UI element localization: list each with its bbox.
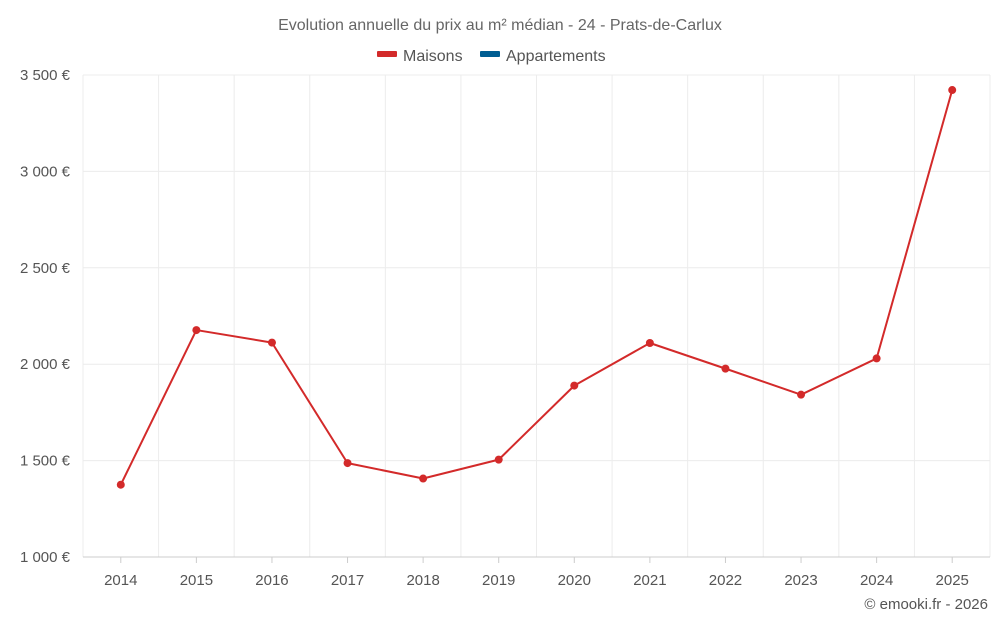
x-tick-label: 2018 xyxy=(406,572,439,589)
y-tick-label: 1 500 € xyxy=(20,453,71,470)
x-axis: 2014 2015 2016 2017 2018 2019 2020 2021 2022 2023… xyxy=(83,556,990,589)
data-point-maisons-2022[interactable] xyxy=(721,364,730,373)
chart-title: Evolution annuelle du prix au m² médian … xyxy=(278,17,722,34)
credit-text: © emooki.fr - 2026 xyxy=(864,596,988,613)
data-point-maisons-2015[interactable] xyxy=(192,326,201,335)
x-tick-label: 2023 xyxy=(784,572,817,589)
y-tick-label: 2 500 € xyxy=(20,260,71,277)
data-point-maisons-2017[interactable] xyxy=(343,459,352,468)
data-point-maisons-2023[interactable] xyxy=(797,390,806,399)
x-tick-label: 2015 xyxy=(180,572,213,589)
data-point-maisons-2020[interactable] xyxy=(570,381,579,390)
legend-label-appartements[interactable]: Appartements xyxy=(506,48,606,65)
y-tick-label: 1 000 € xyxy=(20,549,71,566)
data-point-maisons-2024[interactable] xyxy=(872,354,881,363)
series-layer xyxy=(116,86,957,489)
x-tick-label: 2016 xyxy=(255,572,288,589)
legend: Maisons Appartements xyxy=(377,48,606,65)
x-tick-label: 2019 xyxy=(482,572,515,589)
legend-label-maisons[interactable]: Maisons xyxy=(403,48,463,65)
data-point-maisons-2016[interactable] xyxy=(267,338,276,347)
data-point-maisons-2025[interactable] xyxy=(948,86,957,95)
x-tick-label: 2025 xyxy=(936,572,969,589)
x-tick-label: 2014 xyxy=(104,572,137,589)
x-tick-label: 2024 xyxy=(860,572,893,589)
legend-swatch-maisons[interactable] xyxy=(377,51,397,57)
series-line-maisons xyxy=(119,89,954,486)
y-tick-label: 2 000 € xyxy=(20,356,71,373)
y-tick-label: 3 000 € xyxy=(20,163,71,180)
grid xyxy=(82,74,991,557)
data-point-maisons-2014[interactable] xyxy=(116,480,125,489)
legend-swatch-appartements[interactable] xyxy=(480,51,500,57)
x-tick-label: 2021 xyxy=(633,572,666,589)
x-tick-label: 2022 xyxy=(709,572,742,589)
x-tick-label: 2020 xyxy=(558,572,591,589)
x-tick-label: 2017 xyxy=(331,572,364,589)
y-tick-label: 3 500 € xyxy=(20,67,71,84)
data-point-maisons-2019[interactable] xyxy=(494,455,503,464)
data-point-maisons-2018[interactable] xyxy=(419,474,428,483)
data-point-maisons-2021[interactable] xyxy=(645,338,654,347)
y-axis: 1 000 € 1 500 € 2 000 € 2 500 € 3 000 € 3 500… xyxy=(20,67,71,566)
